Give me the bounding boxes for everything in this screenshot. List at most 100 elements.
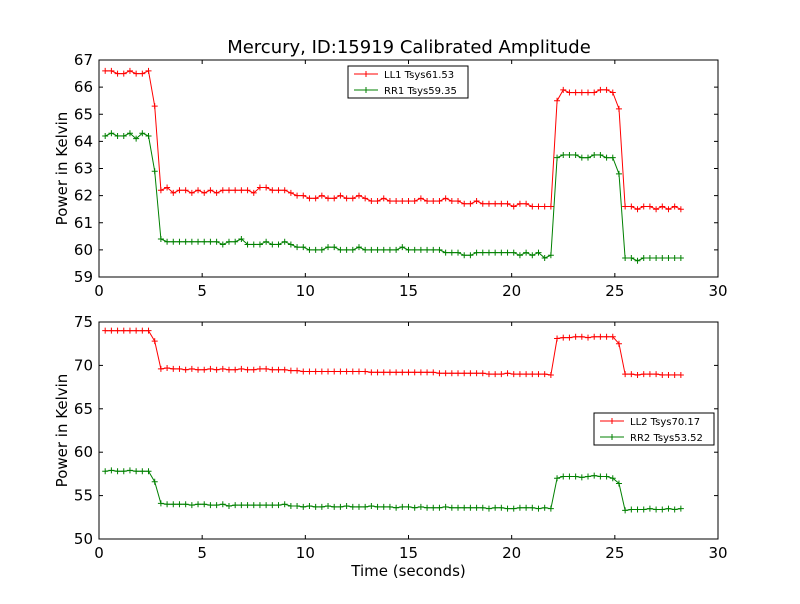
y-tick-label: 63 xyxy=(74,160,93,178)
x-tick-label: 0 xyxy=(94,282,104,300)
data-point-marker xyxy=(417,195,424,202)
data-point-marker xyxy=(591,89,598,96)
data-point-marker xyxy=(405,503,412,510)
x-tick-label: 30 xyxy=(708,282,727,300)
series-line xyxy=(105,469,681,511)
x-tick-label: 5 xyxy=(197,282,207,300)
data-point-marker xyxy=(287,241,294,248)
data-point-marker xyxy=(615,340,622,347)
data-point-marker xyxy=(219,241,226,248)
data-point-marker xyxy=(294,244,301,251)
data-point-marker xyxy=(473,370,480,377)
y-tick-label: 55 xyxy=(74,487,93,505)
data-point-marker xyxy=(424,198,431,205)
data-point-marker xyxy=(510,249,517,256)
data-point-marker xyxy=(436,246,443,253)
data-point-marker xyxy=(591,472,598,479)
data-point-marker xyxy=(405,246,412,253)
data-point-marker xyxy=(541,504,548,511)
data-point-marker xyxy=(120,468,127,475)
x-tick-label: 30 xyxy=(708,544,727,562)
data-point-marker xyxy=(374,369,381,376)
data-point-marker xyxy=(318,192,325,199)
data-point-marker xyxy=(102,132,109,139)
data-point-marker xyxy=(108,467,115,474)
data-point-marker xyxy=(232,238,239,245)
data-point-marker xyxy=(585,334,592,341)
data-point-marker xyxy=(634,257,641,264)
data-point-marker xyxy=(343,503,350,510)
data-point-marker xyxy=(176,187,183,194)
data-point-marker xyxy=(195,366,202,373)
data-point-marker xyxy=(120,70,127,77)
data-point-marker xyxy=(201,366,208,373)
data-point-marker xyxy=(393,198,400,205)
data-point-marker xyxy=(145,468,152,475)
data-point-marker xyxy=(368,198,375,205)
data-point-marker xyxy=(393,504,400,511)
data-point-marker xyxy=(250,366,257,373)
data-point-marker xyxy=(473,198,480,205)
data-point-marker xyxy=(603,86,610,93)
data-point-marker xyxy=(126,130,133,137)
data-point-marker xyxy=(547,252,554,259)
data-point-marker xyxy=(646,203,653,210)
x-tick-label: 25 xyxy=(605,544,624,562)
data-point-marker xyxy=(417,503,424,510)
data-point-marker xyxy=(653,371,660,378)
data-point-marker xyxy=(393,246,400,253)
data-point-marker xyxy=(671,371,678,378)
data-point-marker xyxy=(585,89,592,96)
data-point-marker xyxy=(164,184,171,191)
data-point-marker xyxy=(386,369,393,376)
data-point-marker xyxy=(640,203,647,210)
data-point-marker xyxy=(628,506,635,513)
data-point-marker xyxy=(145,67,152,74)
data-point-marker xyxy=(195,501,202,508)
data-point-marker xyxy=(207,238,214,245)
data-point-marker xyxy=(170,189,177,196)
data-point-marker xyxy=(250,241,257,248)
data-point-marker xyxy=(516,504,523,511)
y-tick-label: 64 xyxy=(74,132,93,150)
legend-marker xyxy=(609,418,615,424)
data-point-marker xyxy=(337,246,344,253)
data-point-marker xyxy=(597,86,604,93)
data-point-marker xyxy=(300,192,307,199)
data-point-marker xyxy=(554,154,561,161)
data-point-marker xyxy=(182,187,189,194)
data-point-marker xyxy=(424,246,431,253)
data-point-marker xyxy=(151,103,158,110)
data-point-marker xyxy=(213,238,220,245)
data-point-marker xyxy=(145,327,152,334)
data-point-marker xyxy=(529,504,536,511)
x-tick-label: 15 xyxy=(399,282,418,300)
data-point-marker xyxy=(510,203,517,210)
data-point-marker xyxy=(232,502,239,509)
data-point-marker xyxy=(386,198,393,205)
data-point-marker xyxy=(492,371,499,378)
data-point-marker xyxy=(597,333,604,340)
data-point-marker xyxy=(455,249,462,256)
x-tick-label: 25 xyxy=(605,282,624,300)
data-point-marker xyxy=(424,369,431,376)
data-point-marker xyxy=(170,238,177,245)
data-point-marker xyxy=(653,206,660,213)
data-point-marker xyxy=(337,503,344,510)
data-point-marker xyxy=(139,468,146,475)
data-point-marker xyxy=(151,168,158,175)
data-point-marker xyxy=(114,327,121,334)
data-point-marker xyxy=(411,369,418,376)
data-point-marker xyxy=(585,154,592,161)
data-point-marker xyxy=(368,369,375,376)
data-point-marker xyxy=(405,198,412,205)
data-point-marker xyxy=(355,244,362,251)
data-point-marker xyxy=(615,170,622,177)
legend: LL2 Tsys70.17 RR2 Tsys53.52 xyxy=(593,412,715,446)
data-point-marker xyxy=(516,252,523,259)
data-point-marker xyxy=(306,195,313,202)
data-point-marker xyxy=(417,246,424,253)
data-point-marker xyxy=(417,369,424,376)
y-tick-label: 61 xyxy=(74,214,93,232)
